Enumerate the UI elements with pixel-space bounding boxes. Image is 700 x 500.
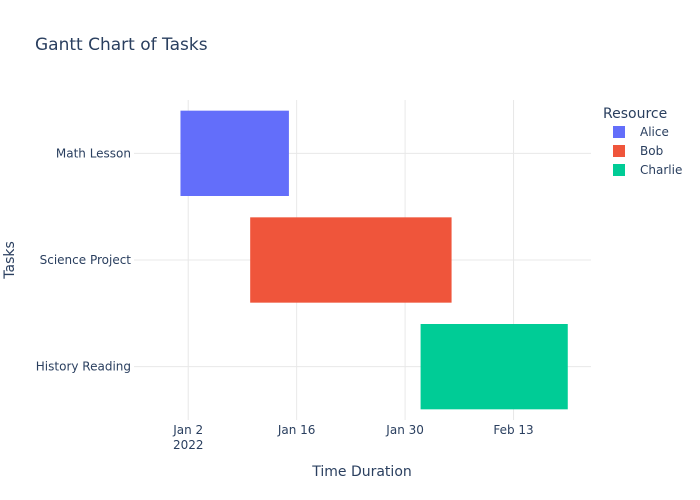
chart-title: Gantt Chart of Tasks bbox=[35, 35, 208, 55]
x-tick-label: Jan 16 bbox=[277, 423, 316, 437]
x-tick-label: Jan 30 bbox=[385, 423, 424, 437]
y-tick-labels: Math Lesson Science Project History Readin… bbox=[36, 146, 132, 373]
x-tick-sublabel: 2022 bbox=[173, 438, 204, 452]
task-bar[interactable] bbox=[250, 217, 452, 303]
legend-title: Resource bbox=[603, 106, 667, 122]
y-tick-label: Math Lesson bbox=[56, 146, 131, 160]
y-tick-label: Science Project bbox=[40, 253, 132, 267]
legend-label[interactable]: Charlie bbox=[640, 163, 682, 177]
y-tick-label: History Reading bbox=[36, 360, 131, 374]
legend-label[interactable]: Alice bbox=[640, 125, 669, 139]
legend-label[interactable]: Bob bbox=[640, 144, 663, 158]
x-axis-title: Time Duration bbox=[311, 464, 412, 480]
task-bar[interactable] bbox=[420, 324, 568, 410]
task-bar[interactable] bbox=[180, 110, 289, 196]
bars-layer bbox=[180, 110, 568, 410]
y-axis-title: Tasks bbox=[2, 241, 18, 280]
legend-swatch[interactable] bbox=[613, 145, 625, 157]
legend-swatch[interactable] bbox=[613, 126, 625, 138]
legend-swatch[interactable] bbox=[613, 164, 625, 176]
x-tick-label: Jan 2 bbox=[172, 423, 203, 437]
legend[interactable]: Resource Alice Bob Charlie bbox=[603, 106, 682, 177]
x-tick-label: Feb 13 bbox=[493, 423, 533, 437]
